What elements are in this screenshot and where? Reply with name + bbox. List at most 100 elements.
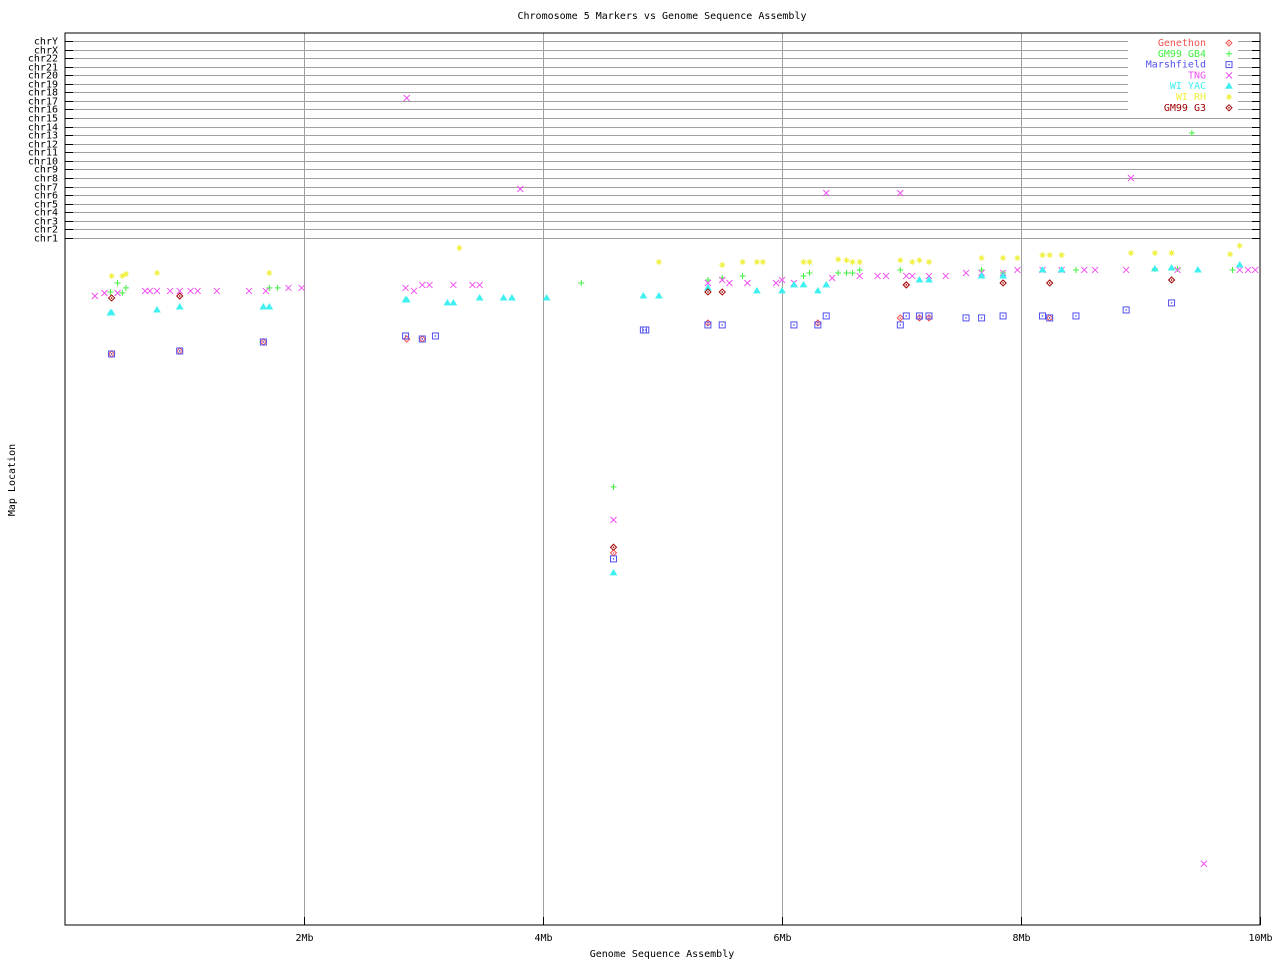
data-point [1188, 130, 1195, 137]
y-tick-label: chr15 [28, 114, 58, 125]
data-point [1236, 242, 1243, 249]
data-point [418, 281, 426, 289]
data-point [704, 279, 712, 287]
data-point [1046, 314, 1054, 322]
data-point [1168, 249, 1175, 256]
plot-frame [64, 32, 1261, 926]
y-tick-label: chr19 [28, 80, 58, 91]
data-point [1174, 266, 1181, 274]
data-point [790, 280, 798, 288]
data-point [153, 287, 161, 295]
data-point [476, 281, 484, 289]
data-point [772, 279, 780, 287]
data-point [610, 516, 617, 524]
data-point [915, 312, 923, 320]
data-point [896, 321, 904, 329]
data-point [443, 298, 452, 306]
data-point [410, 287, 418, 295]
data-point [153, 305, 161, 313]
legend-marker [1225, 61, 1233, 69]
data-point [849, 269, 856, 276]
data-point [1072, 266, 1079, 273]
data-point [743, 279, 751, 287]
data-point [800, 258, 807, 265]
data-point [1080, 266, 1088, 274]
data-point [822, 280, 831, 288]
data-point [1168, 299, 1176, 307]
legend-label: GM99 G3 [1164, 103, 1206, 114]
data-point [999, 271, 1007, 279]
data-point [274, 284, 281, 291]
data-point [925, 312, 933, 320]
data-point [759, 258, 766, 265]
data-point [800, 272, 807, 279]
data-point [942, 272, 950, 280]
data-point [1193, 265, 1202, 273]
data-point [426, 281, 433, 289]
data-point [1038, 265, 1047, 273]
data-point [704, 276, 711, 283]
data-point [902, 312, 910, 320]
y-tick-label: chr13 [28, 131, 58, 142]
data-point [1058, 252, 1065, 259]
data-point [107, 308, 116, 316]
data-point [778, 276, 786, 284]
y-tick-label: chr3 [34, 217, 58, 228]
data-point [516, 185, 524, 193]
data-point [176, 292, 184, 300]
y-tick-label: chrY [34, 37, 58, 48]
data-point [146, 287, 154, 295]
data-point [1167, 276, 1176, 284]
y-tick-label: chr17 [28, 97, 58, 108]
data-point [874, 272, 881, 280]
data-point [925, 314, 933, 322]
data-point [107, 294, 116, 302]
data-point [266, 284, 273, 291]
data-point [175, 302, 184, 310]
legend-label: WI YAC [1170, 81, 1206, 92]
data-point [610, 555, 618, 563]
data-point [915, 275, 924, 283]
legend-marker [1225, 82, 1233, 89]
data-point [704, 283, 712, 291]
data-point [739, 258, 746, 265]
data-point [908, 272, 916, 280]
data-point [896, 314, 905, 322]
data-point [285, 284, 292, 292]
data-point [753, 286, 761, 294]
data-point [1045, 279, 1054, 287]
data-point [450, 281, 457, 289]
data-point [1091, 266, 1099, 274]
data-point [718, 288, 726, 296]
data-point [978, 266, 985, 273]
y-tick-label: chrX [34, 46, 58, 57]
data-point [1229, 266, 1236, 273]
data-point [499, 293, 508, 301]
data-point [916, 257, 923, 264]
data-point [107, 288, 114, 295]
data-point [856, 258, 863, 265]
data-point [1227, 251, 1234, 258]
y-tick-label: chr16 [28, 105, 58, 116]
data-point [108, 350, 116, 358]
data-point [962, 269, 970, 277]
x-tick-label: 4Mb [534, 933, 552, 944]
data-point [704, 288, 712, 296]
data-point [119, 289, 126, 296]
data-point [187, 287, 194, 295]
data-point [431, 332, 439, 340]
x-tick-label: 8Mb [1012, 933, 1030, 944]
data-point [1150, 264, 1159, 272]
data-point [902, 281, 910, 289]
data-point [962, 314, 970, 322]
data-point [262, 287, 270, 295]
data-point [1000, 254, 1007, 261]
x-axis-label: Genome Sequence Assembly [590, 949, 735, 960]
data-point [469, 281, 476, 289]
legend-marker [1225, 39, 1233, 47]
y-tick-label: chr14 [28, 123, 58, 134]
data-point [835, 256, 842, 263]
data-point [1151, 249, 1158, 256]
data-point [176, 287, 184, 295]
